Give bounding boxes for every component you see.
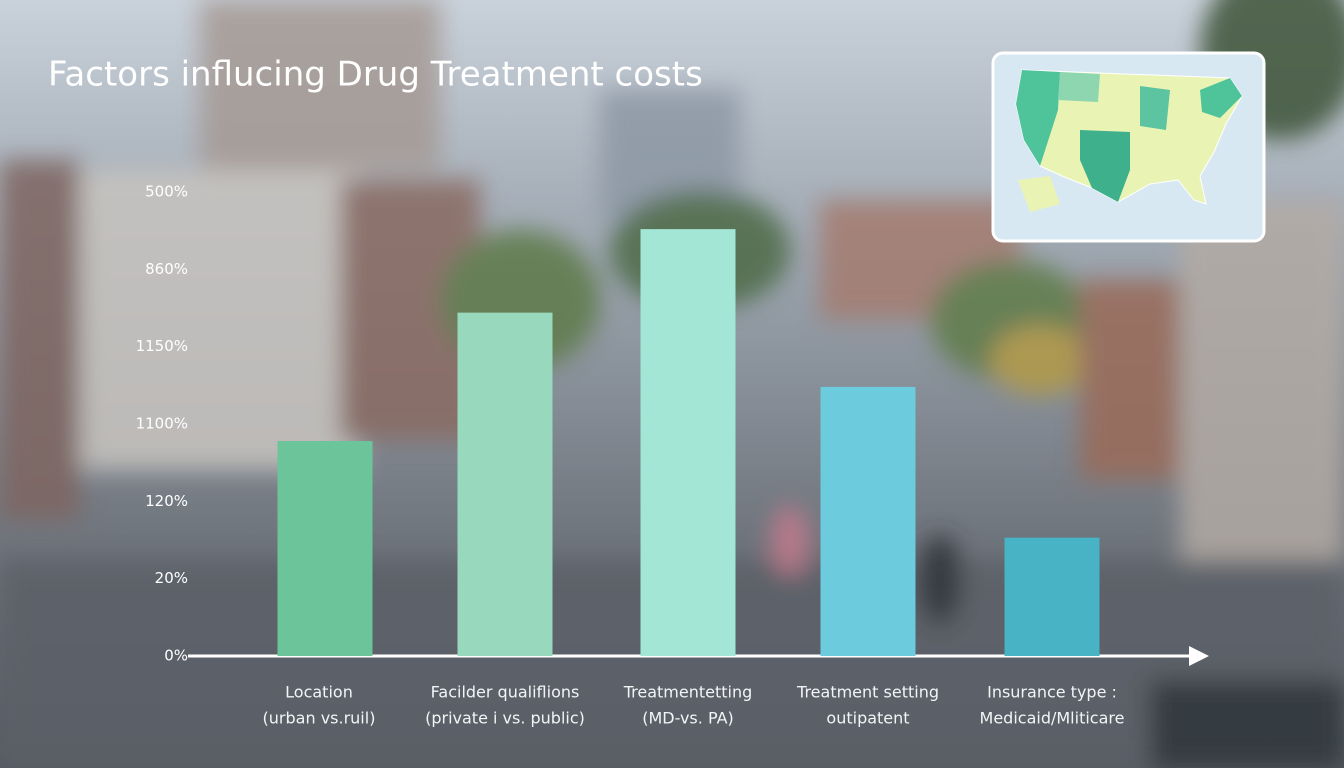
bar xyxy=(820,386,916,656)
x-tick-label: Insurance type : xyxy=(987,683,1117,702)
x-tick-label: Location xyxy=(285,683,353,702)
bar xyxy=(640,229,736,656)
x-axis-arrow xyxy=(1189,646,1209,666)
y-tick-label: 20% xyxy=(155,569,188,587)
x-tick-label: (MD-vs. PA) xyxy=(642,709,734,728)
x-tick-label: outipatent xyxy=(826,709,909,728)
x-tick-label: Treatmentetting xyxy=(623,683,753,702)
y-tick-label: 860% xyxy=(145,260,188,278)
y-tick-label: 1100% xyxy=(136,415,188,433)
x-tick-label: Facilder qualiflions xyxy=(431,683,580,702)
chart-title: Factors influcing Drug Treatment costs xyxy=(48,55,703,95)
x-tick-label: (urban vs.ruil) xyxy=(263,709,376,728)
y-tick-label: 0% xyxy=(164,647,188,665)
bar xyxy=(457,312,553,656)
bar xyxy=(1004,537,1100,656)
y-tick-label: 500% xyxy=(145,183,188,201)
x-tick-label: Medicaid/Mliticare xyxy=(980,709,1125,728)
y-tick-label: 1150% xyxy=(136,337,188,355)
bar xyxy=(277,441,373,656)
map-inset xyxy=(991,51,1266,243)
x-tick-label: (private i vs. public) xyxy=(425,709,585,728)
x-tick-label: Treatment setting xyxy=(796,683,939,702)
y-tick-label: 120% xyxy=(145,492,188,510)
